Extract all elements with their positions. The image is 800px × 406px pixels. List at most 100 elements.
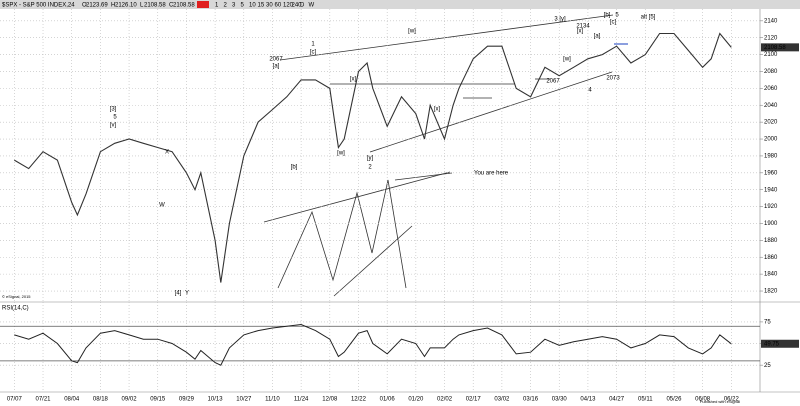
ohlc-letter: O [82, 3, 87, 9]
x-tick-label: 04/13 [580, 397, 596, 403]
y-tick-label: 1820 [764, 289, 778, 295]
panel-title: RSI(14,C) [2, 306, 29, 312]
x-tick-label: 04/27 [609, 397, 625, 403]
rsi-line [14, 323, 732, 366]
y-tick-label: 1840 [764, 272, 778, 278]
x-tick-label: 01/06 [380, 397, 396, 403]
y-tick-label: 1900 [764, 221, 778, 227]
x-tick-label: 03/16 [523, 397, 539, 403]
x-tick-label: 11/24 [294, 397, 309, 403]
y-tick-label: 2060 [764, 86, 778, 92]
interval-button[interactable]: 1 [215, 3, 219, 9]
wave-label: [v] [110, 123, 117, 129]
x-tick-label: 08/18 [93, 397, 109, 403]
y-tick-label: 2000 [764, 137, 778, 143]
interval-button[interactable]: 120 [283, 3, 294, 9]
last-value-box [761, 43, 799, 52]
wave-label: 2067 [546, 79, 560, 85]
wave-label: [4] [175, 291, 182, 297]
ohlc-letter: H [111, 3, 115, 9]
y-tick-label: 1980 [764, 154, 778, 160]
status-box [197, 1, 209, 8]
wave-label: 2 [368, 165, 372, 171]
last-value-label: 2108.58 [764, 45, 786, 51]
y-tick-label: 2040 [764, 103, 778, 109]
wave-label: 4 [588, 88, 592, 94]
wave-label: 3 [y] [554, 17, 566, 23]
x-tick-label: 01/20 [408, 397, 424, 403]
x-tick-label: 05/11 [638, 397, 653, 403]
price-line [14, 32, 732, 283]
wave-label: [3] [110, 107, 117, 113]
wave-label: [w] [563, 57, 571, 63]
x-tick-label: 09/15 [150, 397, 166, 403]
last-value-label: 49.75 [764, 341, 780, 347]
x-tick-label: 05/26 [666, 397, 682, 403]
ohlc-value: 2108.58 [173, 3, 195, 9]
schematic-top [263, 171, 451, 223]
interval-button[interactable]: 2 [224, 3, 228, 9]
wave-label: 2067 [269, 57, 283, 63]
x-tick-label: 02/02 [437, 397, 453, 403]
y-tick-label: 2120 [764, 35, 778, 41]
x-tick-label: 02/17 [466, 397, 482, 403]
wave-label: [c] [310, 50, 317, 56]
y-tick-label: 2100 [764, 52, 778, 58]
x-tick-label: 10/13 [208, 397, 224, 403]
y-tick-label: 2020 [764, 120, 778, 126]
symbol: $SPX - S&P 500 INDEX,24 [2, 3, 75, 9]
interval-button[interactable]: D [300, 3, 305, 9]
interval-button[interactable]: 30 [266, 3, 273, 9]
ohlc-value: 2108.58 [144, 3, 166, 9]
wave-label: [x] [350, 77, 357, 83]
wave-label: You are here [474, 171, 509, 177]
x-tick-label: 09/29 [179, 397, 195, 403]
credit: © eSignal, 2015 [2, 294, 31, 299]
interval-button[interactable]: 5 [241, 3, 245, 9]
channel-bottom [369, 71, 613, 153]
wave-label: 2134 [576, 24, 590, 30]
wave-label: [a] [594, 34, 601, 40]
channel-top [279, 14, 614, 61]
y-tick-label: 75 [764, 319, 771, 325]
x-tick-label: 10/27 [236, 397, 252, 403]
x-tick-label: 07/21 [36, 397, 52, 403]
wave-label: [y] [367, 156, 374, 162]
wave-label: 5 [615, 13, 619, 19]
y-tick-label: 1960 [764, 170, 778, 176]
y-tick-label: 2080 [764, 69, 778, 75]
y-tick-label: 1940 [764, 187, 778, 193]
wave-label: Y [185, 291, 189, 297]
y-tick-label: 25 [764, 363, 771, 369]
x-tick-label: 07/07 [7, 397, 23, 403]
wave-label: [w] [337, 151, 345, 157]
trend-lines [263, 14, 628, 297]
interval-button[interactable]: 3 [232, 3, 236, 9]
wave-label: W [159, 203, 165, 209]
ohlc-value: 2126.10 [115, 3, 137, 9]
y-tick-label: 1880 [764, 238, 778, 244]
schematic-bottom [333, 225, 413, 297]
wave-label: [c] [610, 20, 617, 26]
x-tick-label: 09/02 [122, 397, 138, 403]
wave-label: [b] [604, 13, 611, 19]
interval-button[interactable]: 15 [258, 3, 265, 9]
ohlc-value: 2123.69 [86, 3, 108, 9]
interval-button[interactable]: 10 [249, 3, 256, 9]
interval-button[interactable]: W [309, 3, 315, 9]
wave-label: [w] [408, 29, 416, 35]
x-tick-label: 03/02 [494, 397, 510, 403]
wave-label: [x] [434, 107, 441, 113]
interval-button[interactable]: 240 [292, 3, 303, 9]
x-tick-label: 06/08 [695, 397, 711, 403]
y-tick-label: 1920 [764, 204, 778, 210]
y-tick-label: 1860 [764, 255, 778, 261]
wave-label: 1 [311, 42, 315, 48]
ohlc-letter: L [140, 3, 144, 9]
x-tick-label: 12/08 [322, 397, 338, 403]
interval-button[interactable]: 60 [275, 3, 282, 9]
wave-label: 2073 [606, 76, 620, 82]
x-tick-label: 03/30 [552, 397, 568, 403]
